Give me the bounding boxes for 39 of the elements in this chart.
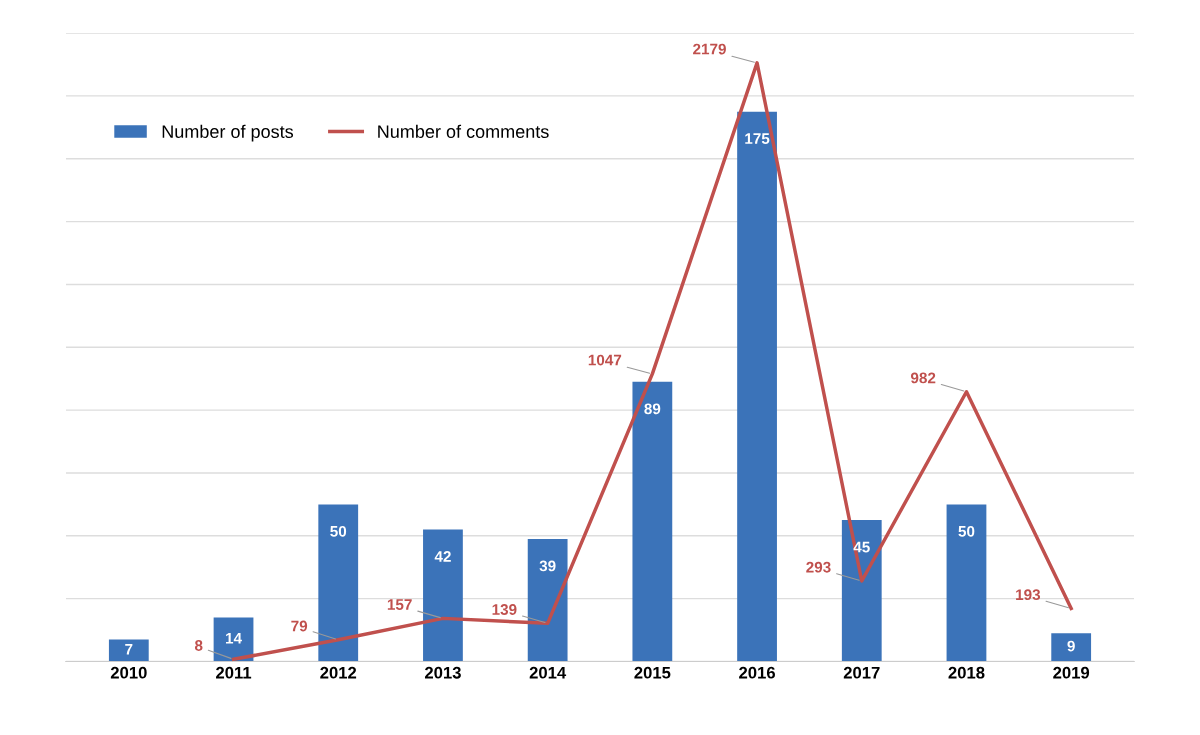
data-label: 175 [745, 133, 770, 145]
data-label: 79 [291, 620, 308, 632]
data-label: 50 [330, 525, 347, 537]
bar [1051, 633, 1092, 662]
x-tick-label: 2014 [529, 666, 567, 679]
bar [527, 538, 568, 662]
bar [318, 504, 359, 662]
x-tick-label: 2016 [739, 666, 775, 679]
bar [423, 529, 463, 662]
bar [108, 639, 149, 662]
x-tick-label: 2018 [948, 666, 985, 679]
data-label: 14 [226, 632, 242, 644]
x-tick-label: 2012 [320, 666, 357, 679]
legend-label: Number of posts [162, 124, 294, 142]
data-label: 42 [434, 551, 451, 562]
x-tick-label: 2011 [216, 666, 252, 679]
bar [632, 381, 673, 662]
data-label: 2179 [693, 43, 726, 55]
data-label: 157 [387, 599, 412, 610]
data-label: 139 [492, 604, 517, 615]
data-label: 50 [958, 525, 975, 537]
data-label: 193 [1016, 589, 1041, 601]
data-label: 8 [194, 640, 203, 651]
x-tick-label: 2013 [424, 666, 461, 679]
bar [841, 520, 882, 662]
bar [737, 111, 777, 662]
data-label: 982 [910, 372, 936, 384]
data-label: 9 [1067, 640, 1075, 652]
data-label: 39 [539, 560, 556, 572]
data-label: 293 [806, 561, 831, 573]
data-label: 1047 [588, 354, 622, 366]
data-label: 89 [644, 403, 661, 415]
x-tick-label: 2019 [1053, 666, 1090, 679]
x-tick-label: 2010 [110, 666, 147, 679]
x-tick-label: 2017 [843, 666, 880, 679]
legend-label: Number of comments [378, 124, 549, 138]
bar [946, 504, 987, 662]
x-tick-label: 2015 [634, 666, 671, 679]
data-label: 7 [125, 643, 133, 655]
